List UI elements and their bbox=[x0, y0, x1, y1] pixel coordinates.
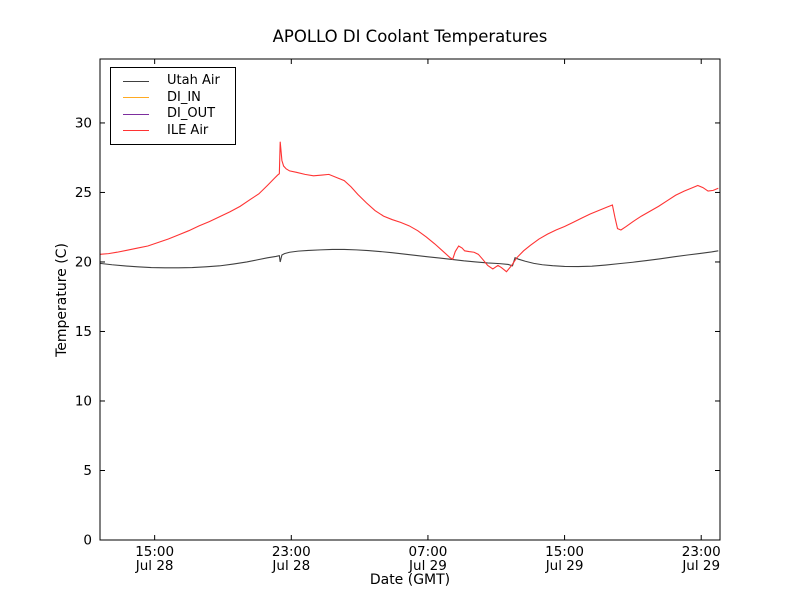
x-tick-label-date: Jul 29 bbox=[408, 558, 447, 574]
x-tick-label-time: 23:00 bbox=[682, 544, 721, 560]
legend-swatch-utah-air bbox=[123, 80, 149, 82]
legend-item-di-in: DI_IN bbox=[123, 90, 231, 107]
legend-item-ile-air: ILE Air bbox=[123, 123, 231, 140]
legend-swatch-di-out bbox=[123, 113, 149, 115]
legend-swatch-di-in bbox=[123, 97, 149, 99]
y-tick-label: 20 bbox=[75, 254, 92, 270]
x-tick-label-time: 07:00 bbox=[408, 544, 447, 560]
x-tick-label-date: Jul 29 bbox=[545, 558, 584, 574]
series-line-utah-air bbox=[99, 248, 719, 269]
chart-title: APOLLO DI Coolant Temperatures bbox=[272, 27, 548, 46]
y-tick-label: 15 bbox=[75, 324, 92, 340]
legend-label: Utah Air bbox=[167, 73, 220, 88]
legend-label: DI_IN bbox=[167, 89, 201, 105]
x-axis-label: Date (GMT) bbox=[369, 572, 451, 588]
y-tick-label: 10 bbox=[75, 393, 92, 409]
y-tick-label: 25 bbox=[75, 185, 92, 201]
legend-item-di-out: DI_OUT bbox=[123, 106, 231, 123]
y-tick-label: 5 bbox=[83, 463, 92, 479]
legend-item-utah-air: Utah Air bbox=[123, 73, 231, 90]
legend-swatch-ile-air bbox=[123, 130, 149, 132]
x-tick-label-date: Jul 28 bbox=[135, 558, 174, 574]
plot-frame bbox=[99, 58, 721, 541]
legend-label: DI_OUT bbox=[167, 106, 216, 121]
y-axis-label: Temperature (C) bbox=[54, 243, 70, 357]
series-line-ile-air bbox=[99, 141, 719, 273]
y-tick-label: 0 bbox=[83, 533, 92, 549]
y-tick-label: 30 bbox=[75, 115, 92, 131]
legend-label: ILE Air bbox=[167, 122, 209, 138]
x-tick-label-date: Jul 29 bbox=[681, 558, 720, 574]
x-tick-label-time: 15:00 bbox=[545, 544, 584, 560]
x-tick-label-time: 15:00 bbox=[135, 544, 174, 560]
x-tick-label-time: 23:00 bbox=[272, 544, 311, 560]
legend-box: Utah Air DI_IN DI_OUT ILE Air bbox=[110, 67, 236, 145]
x-tick-label-date: Jul 28 bbox=[271, 558, 310, 574]
